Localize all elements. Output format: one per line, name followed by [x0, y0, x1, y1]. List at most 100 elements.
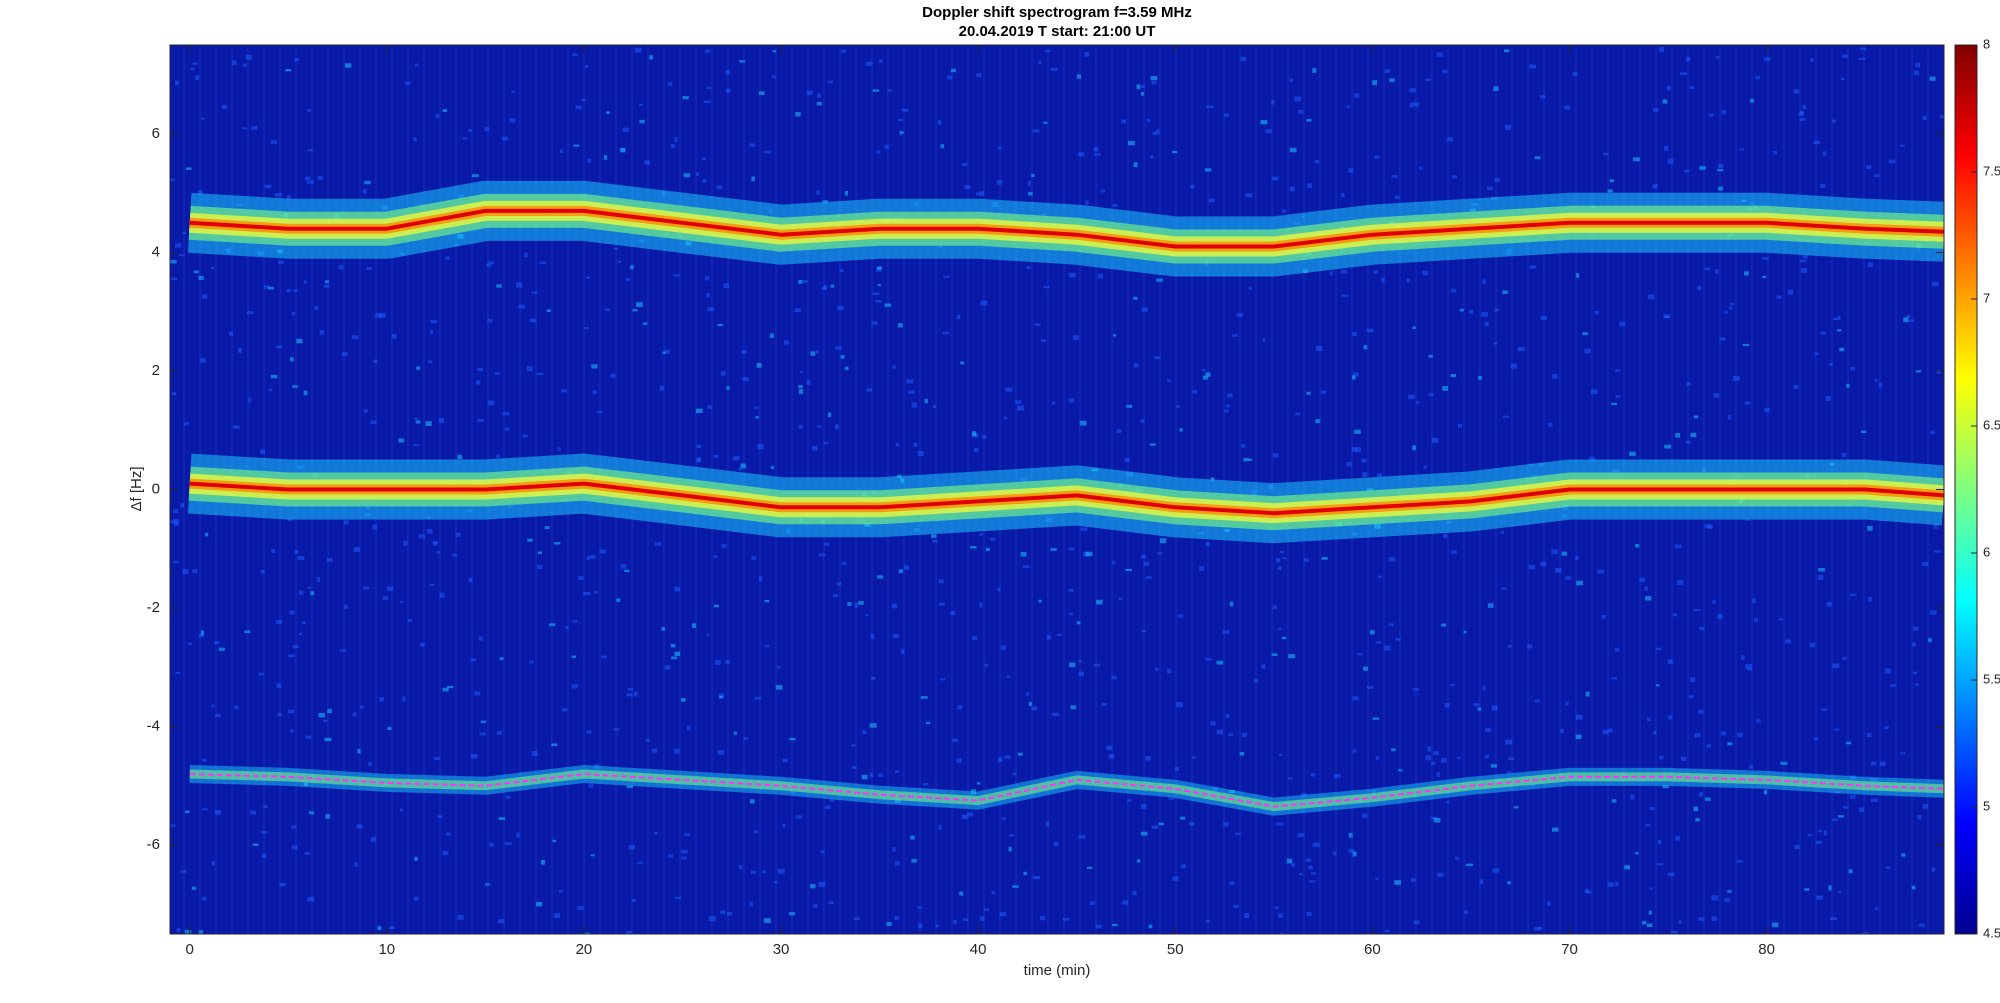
speckle [1527, 644, 1533, 649]
speckle [345, 63, 352, 68]
speckle [1192, 756, 1197, 759]
speckle [316, 577, 320, 583]
speckle [1468, 309, 1474, 314]
speckle [979, 602, 983, 608]
speckle [755, 416, 759, 419]
speckle [314, 305, 319, 310]
speckle [1674, 544, 1682, 549]
speckle [1150, 75, 1158, 81]
speckle [875, 299, 882, 303]
speckle [1686, 56, 1691, 62]
speckle [1332, 851, 1337, 856]
speckle [262, 853, 267, 858]
speckle [871, 321, 878, 325]
speckle [1922, 804, 1929, 809]
speckle [1076, 621, 1081, 625]
speckle [1607, 728, 1613, 733]
speckle [1366, 328, 1374, 333]
speckle [642, 322, 648, 325]
speckle [372, 524, 377, 530]
speckle [1372, 80, 1378, 86]
speckle [1799, 259, 1807, 263]
speckle [1846, 383, 1850, 388]
speckle [625, 278, 630, 281]
speckle [174, 521, 179, 527]
speckle [245, 54, 253, 60]
speckle [1334, 773, 1341, 779]
speckle [749, 143, 755, 147]
speckle [258, 672, 264, 676]
speckle [1028, 702, 1033, 707]
speckle [1776, 295, 1782, 299]
speckle [1818, 567, 1825, 572]
speckle [674, 586, 680, 592]
speckle [1688, 695, 1694, 699]
speckle [1239, 752, 1245, 756]
speckle [583, 932, 591, 934]
speckle [479, 732, 486, 736]
speckle [188, 642, 192, 645]
speckle [723, 283, 730, 288]
speckle [1089, 901, 1095, 905]
speckle [696, 444, 702, 449]
speckle [634, 47, 642, 53]
speckle [1112, 561, 1116, 565]
speckle [1849, 593, 1857, 596]
speckle [1436, 52, 1444, 57]
speckle [738, 865, 743, 870]
speckle [1807, 833, 1813, 837]
speckle [480, 720, 487, 723]
speckle [1885, 866, 1891, 869]
speckle [1361, 458, 1367, 463]
speckle [1822, 151, 1827, 156]
speckle [1341, 294, 1349, 297]
speckle [192, 62, 199, 65]
speckle [1240, 56, 1247, 62]
speckle [1693, 415, 1699, 419]
speckle [363, 586, 370, 590]
speckle [1821, 708, 1827, 711]
speckle [940, 678, 946, 681]
speckle [1723, 311, 1729, 314]
speckle [1045, 821, 1049, 827]
speckle [1785, 639, 1791, 644]
speckle [1078, 835, 1086, 839]
speckle [891, 603, 898, 609]
speckle [701, 157, 706, 161]
speckle [895, 861, 900, 866]
speckle [541, 859, 545, 865]
speckle [1171, 150, 1178, 154]
speckle [387, 727, 392, 730]
speckle [1689, 86, 1695, 89]
speckle [279, 883, 286, 887]
speckle [717, 323, 724, 327]
speckle [1830, 917, 1838, 921]
speckle [1289, 78, 1294, 82]
speckle [1353, 93, 1360, 98]
speckle [865, 61, 873, 67]
speckle [1565, 701, 1569, 706]
speckle [1906, 314, 1911, 319]
speckle [1656, 863, 1664, 866]
speckle [925, 721, 931, 725]
speckle [632, 309, 638, 312]
speckle [818, 881, 826, 887]
speckle [1676, 579, 1684, 585]
speckle [1348, 832, 1353, 838]
speckle [1413, 920, 1420, 925]
speckle [457, 454, 463, 460]
speckle [1564, 576, 1572, 580]
speckle [830, 284, 835, 288]
speckle [1361, 813, 1368, 818]
speckle [368, 761, 372, 767]
speckle [1704, 523, 1712, 528]
speckle [1800, 110, 1804, 115]
speckle [1419, 167, 1423, 170]
speckle [1391, 748, 1396, 752]
speckle [901, 649, 905, 655]
speckle [1100, 189, 1106, 193]
speckle [198, 275, 204, 280]
speckle [1308, 880, 1316, 883]
speckle [1928, 638, 1932, 643]
speckle [1820, 331, 1827, 335]
